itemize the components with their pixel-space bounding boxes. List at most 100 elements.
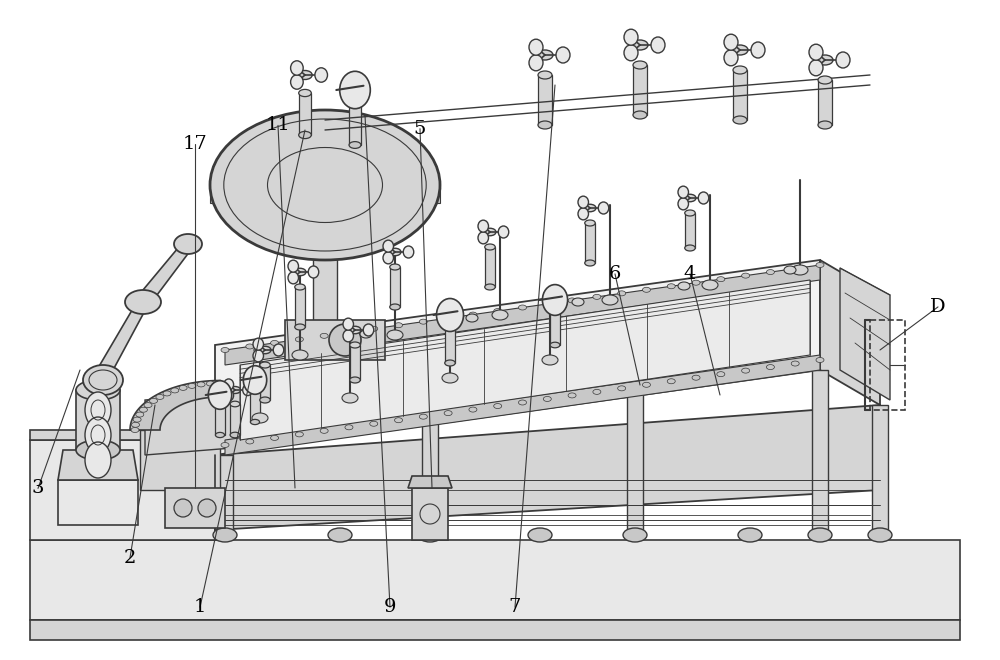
Ellipse shape [76,440,120,460]
Ellipse shape [543,302,551,306]
Ellipse shape [383,240,394,252]
Ellipse shape [518,305,526,310]
Ellipse shape [538,71,552,79]
Ellipse shape [320,333,328,339]
Polygon shape [550,310,560,345]
Ellipse shape [76,380,120,400]
Ellipse shape [230,401,240,407]
Ellipse shape [733,116,747,124]
Ellipse shape [179,385,187,390]
Ellipse shape [221,442,229,447]
Ellipse shape [732,45,748,55]
Ellipse shape [485,244,495,250]
Ellipse shape [724,34,738,50]
Text: D: D [930,298,946,316]
Ellipse shape [345,425,353,430]
Ellipse shape [246,344,254,349]
Polygon shape [422,410,438,530]
Ellipse shape [271,341,279,345]
Ellipse shape [702,280,718,290]
Ellipse shape [598,202,609,214]
Ellipse shape [568,393,576,398]
Ellipse shape [229,387,241,393]
Ellipse shape [83,365,123,395]
Ellipse shape [784,266,796,274]
Text: 17: 17 [183,135,207,153]
Ellipse shape [340,71,370,109]
Ellipse shape [445,360,455,366]
Ellipse shape [593,389,601,395]
Ellipse shape [818,121,832,129]
Ellipse shape [387,330,403,340]
Ellipse shape [742,368,750,373]
Ellipse shape [197,382,205,387]
Ellipse shape [633,111,647,119]
Ellipse shape [163,391,171,396]
Ellipse shape [349,100,361,106]
Ellipse shape [216,381,224,385]
Ellipse shape [685,210,695,216]
Ellipse shape [585,220,595,226]
Ellipse shape [568,298,576,303]
Ellipse shape [363,324,374,336]
Ellipse shape [252,413,268,423]
Text: 2: 2 [124,548,136,567]
Ellipse shape [494,403,502,409]
Ellipse shape [395,323,403,328]
Polygon shape [445,326,455,363]
Polygon shape [840,268,890,400]
Ellipse shape [633,61,647,69]
Ellipse shape [537,50,553,60]
Ellipse shape [678,186,688,198]
Ellipse shape [742,273,750,278]
Ellipse shape [198,499,216,517]
Ellipse shape [125,290,161,314]
Ellipse shape [250,419,260,424]
Ellipse shape [174,499,192,517]
Ellipse shape [85,442,111,478]
Ellipse shape [224,379,234,390]
Ellipse shape [492,310,508,320]
Ellipse shape [208,381,232,409]
Ellipse shape [494,308,502,314]
Ellipse shape [444,315,452,321]
Ellipse shape [466,314,478,322]
Polygon shape [685,213,695,248]
Ellipse shape [651,37,665,53]
Polygon shape [76,390,120,450]
Ellipse shape [403,246,414,258]
Ellipse shape [684,194,696,202]
Polygon shape [215,405,225,435]
Polygon shape [408,476,452,488]
Ellipse shape [578,208,588,220]
Ellipse shape [478,220,488,232]
Ellipse shape [243,366,267,394]
Polygon shape [485,247,495,287]
Ellipse shape [243,384,252,395]
Polygon shape [30,440,230,540]
Ellipse shape [538,121,552,129]
Ellipse shape [370,326,378,331]
Ellipse shape [632,40,648,50]
Ellipse shape [585,260,595,266]
Ellipse shape [818,76,832,84]
Polygon shape [350,345,360,380]
Ellipse shape [868,528,892,542]
Ellipse shape [271,436,279,440]
Ellipse shape [584,204,596,212]
Polygon shape [215,260,820,455]
Polygon shape [627,368,643,530]
Polygon shape [145,390,270,455]
Ellipse shape [350,377,360,383]
Ellipse shape [131,428,139,432]
Polygon shape [285,320,385,360]
Ellipse shape [678,282,690,290]
Text: 6: 6 [609,265,621,283]
Ellipse shape [188,383,196,388]
Ellipse shape [667,284,675,289]
Ellipse shape [419,319,427,324]
Ellipse shape [136,412,144,417]
Ellipse shape [751,42,765,58]
Polygon shape [633,65,647,115]
Polygon shape [733,70,747,120]
